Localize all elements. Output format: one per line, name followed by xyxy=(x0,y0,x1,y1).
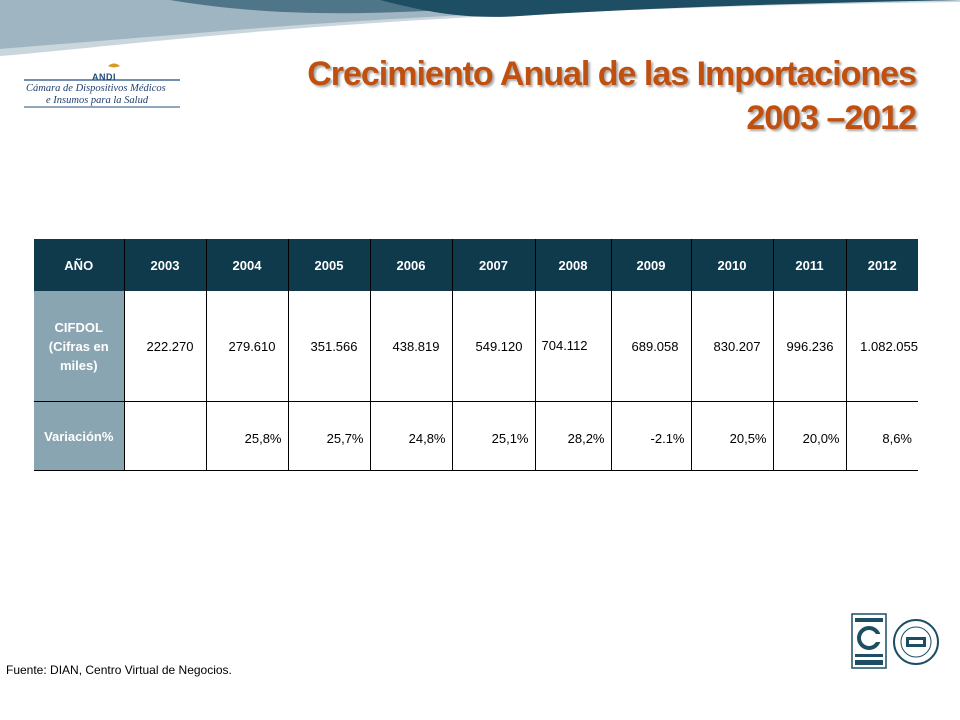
row-header-cifdol: CIFDOL (Cifras en miles) xyxy=(34,291,125,402)
table-cell: 351.566 xyxy=(288,291,371,402)
table-row-cifdol: CIFDOL (Cifras en miles) 222.270 279.610… xyxy=(34,291,918,402)
andi-logo xyxy=(24,63,180,108)
table-cell: 222.270 xyxy=(124,291,207,402)
header-swoosh xyxy=(0,0,960,56)
table-cell: 1.082.055 xyxy=(860,338,918,354)
iqnet-certification-icon xyxy=(893,619,939,665)
header-cell-year: 2006 xyxy=(370,239,453,291)
table-cell: 549.120 xyxy=(452,291,536,402)
table-cell: 830.207 xyxy=(691,291,774,402)
table-cell: 20,0% xyxy=(773,401,847,471)
table-cell: 20,5% xyxy=(691,401,774,471)
table-cell: 24,8% xyxy=(370,401,453,471)
header-cell-year: 2008 xyxy=(535,239,612,291)
header-row: AÑO 2003 2004 2005 2006 2007 2008 2009 2… xyxy=(34,239,918,291)
table-row-variacion: Variación% 25,8% 25,7% 24,8% 25,1% 28,2%… xyxy=(34,401,918,471)
header-cell-year: 2007 xyxy=(452,239,536,291)
imports-table: AÑO 2003 2004 2005 2006 2007 2008 2009 2… xyxy=(34,239,918,471)
header-cell-year: 2012 xyxy=(846,239,918,291)
table-cell: 25,7% xyxy=(288,401,371,471)
header-cell-year: 2011 xyxy=(773,239,847,291)
header-cell-year: 2005 xyxy=(288,239,371,291)
table-cell: 25,8% xyxy=(206,401,289,471)
header-cell-year: 2009 xyxy=(611,239,692,291)
table-cell: -2.1% xyxy=(611,401,692,471)
header-cell-year: 2003 xyxy=(124,239,207,291)
table-cell: 8,6% xyxy=(882,430,912,446)
table-cell: 996.236 xyxy=(773,291,847,402)
icontec-certification-icon xyxy=(851,613,887,669)
logo-text-line2: e Insumos para la Salud xyxy=(46,95,149,106)
table-cell: 704.112 xyxy=(535,291,612,402)
header-cell-year: 2010 xyxy=(691,239,774,291)
logo-name: ANDI xyxy=(92,72,116,82)
table-cell: 25,1% xyxy=(452,401,536,471)
page-title: Crecimiento Anual de las Importaciones 2… xyxy=(276,52,917,140)
source-note: Fuente: DIAN, Centro Virtual de Negocios… xyxy=(6,663,232,677)
table-cell: 438.819 xyxy=(370,291,453,402)
logo-text-line1: Cámara de Dispositivos Médicos xyxy=(26,83,166,94)
header-cell-year: 2004 xyxy=(206,239,289,291)
table-cell: 279.610 xyxy=(206,291,289,402)
table-cell: 689.058 xyxy=(611,291,692,402)
certification-logos xyxy=(851,613,939,669)
table-cell: 28,2% xyxy=(535,401,612,471)
header-cell-year-label: AÑO xyxy=(34,239,125,291)
title-line-2: 2003 –2012 xyxy=(746,99,917,137)
title-line-1: Crecimiento Anual de las Importaciones xyxy=(307,55,917,93)
row-header-variacion: Variación% xyxy=(34,401,125,471)
table-cell xyxy=(124,401,207,471)
